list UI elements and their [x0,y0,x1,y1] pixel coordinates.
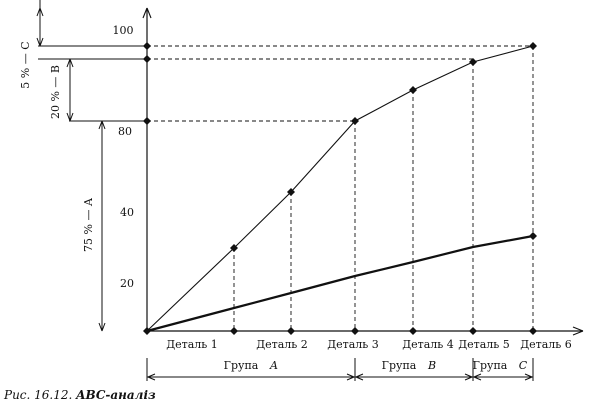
y-tick-40: 40 [120,206,134,219]
x-marker-1 [230,327,238,335]
x-axis-arrow [572,326,584,336]
group-arrow-right-1 [346,373,355,381]
category-label-2: Деталь 2 [256,338,308,351]
group-letter-2: B [427,359,436,372]
x-marker-4 [409,327,417,335]
group-arrow-left-2 [355,373,364,381]
lower-series-line [146,234,534,333]
series-layer [146,42,537,335]
lower-series-end-marker [529,232,537,240]
caption-prefix: Рис. 16.12. [4,388,73,402]
group-letter-3: C [519,359,528,372]
category-label-3: Деталь 3 [327,338,379,351]
bracket-label-c: 5 % — C [19,41,32,88]
cumulative-marker-6 [529,42,537,50]
cumulative-marker-5 [469,58,477,66]
group-arrow-left-1 [147,373,156,381]
caption-text: ABC-аналіз [76,388,156,402]
cumulative-marker-4 [409,86,417,94]
bracket-a-bottom-arrow [98,322,106,332]
group-arrow-right-2 [464,373,473,381]
bracket-b-bottom-arrow [66,112,74,122]
bracket-a-top-arrow [98,120,106,130]
y-tick-80: 80 [118,125,132,138]
bracket-c-bottom-arrow [36,37,44,47]
figure-caption: Рис. 16.12. ABC-аналіз [4,388,156,402]
group-label-2: Група [382,359,417,372]
group-arrow-left-3 [473,373,482,381]
category-label-5: Деталь 5 [458,338,510,351]
labels-layer: 100 80 40 20 75 % — A 20 % — B 5 % — C Деталь 1… [19,24,572,372]
category-label-1: Деталь 1 [166,338,218,351]
cumulative-marker-1 [230,244,238,252]
bracket-b-top-arrow [66,58,74,68]
group-label-1: Група [224,359,259,372]
group-arrow-right-3 [524,373,533,381]
x-marker-3 [351,327,359,335]
category-label-6: Деталь 6 [520,338,572,351]
bracket-label-a: 75 % — A [82,197,95,252]
cumulative-series-line [146,45,534,332]
cumulative-marker-3 [351,117,359,125]
guides-layer [36,0,534,381]
axes-layer [142,7,584,336]
group-label-3: Група [473,359,508,372]
y-tick-100: 100 [113,24,134,37]
y-axis-arrow [142,7,152,19]
x-marker-2 [287,327,295,335]
x-marker-5 [469,327,477,335]
x-marker-6 [529,327,537,335]
category-label-4: Деталь 4 [402,338,454,351]
y-tick-20: 20 [120,277,134,290]
cumulative-marker-2 [287,188,295,196]
bracket-label-b: 20 % — B [49,65,62,119]
group-letter-1: A [269,359,278,372]
